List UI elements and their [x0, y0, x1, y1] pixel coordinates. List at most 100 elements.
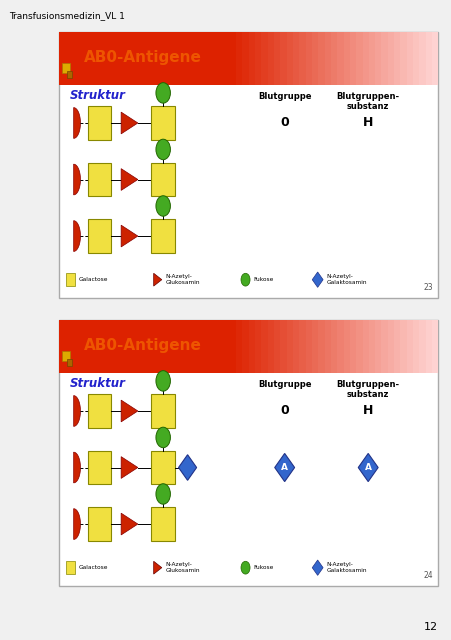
Text: Struktur: Struktur	[70, 377, 126, 390]
Bar	[66, 71, 72, 79]
Polygon shape	[74, 452, 80, 483]
Polygon shape	[178, 454, 196, 480]
Polygon shape	[74, 396, 80, 426]
Polygon shape	[74, 509, 80, 540]
Bar	[185, 32, 191, 85]
Bar	[87, 163, 111, 196]
Polygon shape	[312, 560, 322, 575]
Bar	[216, 32, 223, 85]
Text: 24: 24	[423, 572, 432, 580]
Bar	[62, 351, 69, 362]
Bar	[381, 320, 387, 373]
Bar	[330, 320, 336, 373]
Text: Transfusionsmedizin_VL 1: Transfusionsmedizin_VL 1	[9, 12, 124, 20]
Bar	[115, 32, 122, 85]
Bar	[103, 320, 109, 373]
Bar	[128, 32, 134, 85]
Bar	[134, 320, 141, 373]
Text: A: A	[364, 463, 371, 472]
Bar	[191, 320, 198, 373]
Bar	[292, 32, 299, 85]
Text: Blutgruppe: Blutgruppe	[258, 92, 311, 100]
Polygon shape	[121, 168, 138, 190]
Bar	[166, 32, 172, 85]
Bar	[59, 32, 65, 85]
Text: Struktur: Struktur	[70, 89, 126, 102]
Bar	[71, 32, 78, 85]
Bar	[153, 320, 160, 373]
Bar	[235, 32, 242, 85]
Bar	[147, 320, 153, 373]
Bar	[419, 32, 425, 85]
Bar	[160, 32, 166, 85]
Bar	[65, 320, 71, 373]
Bar	[419, 320, 425, 373]
Bar	[191, 32, 198, 85]
Polygon shape	[74, 221, 80, 252]
Polygon shape	[121, 112, 138, 134]
Polygon shape	[358, 453, 377, 482]
Bar	[299, 32, 305, 85]
Bar	[90, 32, 97, 85]
Polygon shape	[121, 225, 138, 247]
Bar	[179, 320, 185, 373]
Bar	[141, 320, 147, 373]
Bar	[299, 320, 305, 373]
Polygon shape	[74, 164, 80, 195]
Text: 23: 23	[423, 284, 432, 292]
Bar	[318, 32, 324, 85]
Bar	[179, 32, 185, 85]
Polygon shape	[274, 453, 294, 482]
Bar	[261, 320, 267, 373]
Bar	[151, 106, 175, 140]
Bar	[280, 320, 286, 373]
Bar	[362, 320, 368, 373]
Bar	[97, 32, 103, 85]
Bar	[59, 320, 65, 373]
Polygon shape	[121, 457, 138, 479]
Bar	[286, 32, 292, 85]
Bar	[248, 32, 254, 85]
Bar	[267, 320, 273, 373]
Text: 0: 0	[280, 116, 288, 129]
Bar	[286, 320, 292, 373]
Bar	[368, 320, 374, 373]
Bar	[406, 32, 412, 85]
Bar	[223, 32, 229, 85]
Bar	[425, 320, 431, 373]
Polygon shape	[121, 513, 138, 535]
Bar	[305, 32, 311, 85]
Bar	[349, 32, 355, 85]
Text: Fukose: Fukose	[253, 565, 273, 570]
Bar	[343, 32, 349, 85]
Bar	[65, 32, 71, 85]
Bar	[160, 320, 166, 373]
Text: Fukose: Fukose	[253, 277, 273, 282]
Bar	[229, 32, 235, 85]
Bar	[406, 320, 412, 373]
Circle shape	[156, 428, 170, 448]
Bar	[66, 273, 75, 286]
Bar	[151, 394, 175, 428]
Bar	[151, 508, 175, 541]
Bar	[368, 32, 374, 85]
Text: AB0-Antigene: AB0-Antigene	[83, 338, 201, 353]
Bar	[330, 32, 336, 85]
Text: Blutgruppen-
substanz: Blutgruppen- substanz	[336, 380, 399, 399]
Polygon shape	[312, 272, 322, 287]
Bar	[78, 320, 84, 373]
Bar	[242, 320, 248, 373]
Bar	[151, 163, 175, 196]
Text: N-Azetyl-
Galaktosamin: N-Azetyl- Galaktosamin	[326, 563, 366, 573]
Text: N-Azetyl-
Galaktosamin: N-Azetyl- Galaktosamin	[326, 275, 366, 285]
Text: N-Azetyl-
Glukosamin: N-Azetyl- Glukosamin	[165, 563, 199, 573]
Bar	[198, 32, 204, 85]
Bar	[71, 320, 78, 373]
Bar	[62, 63, 69, 74]
Bar	[343, 320, 349, 373]
Bar	[87, 451, 111, 484]
Bar	[318, 320, 324, 373]
Bar	[412, 32, 419, 85]
Bar	[374, 32, 381, 85]
Text: 12: 12	[423, 622, 437, 632]
